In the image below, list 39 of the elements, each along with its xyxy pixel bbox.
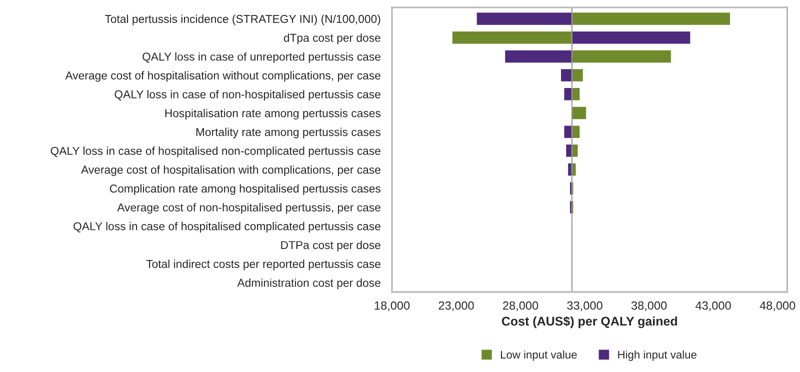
bar (564, 88, 572, 100)
y-tick-label: Administration cost per dose (237, 278, 380, 290)
x-tick-label: 18,000 (374, 301, 410, 312)
bar (566, 144, 572, 157)
x-tick-label: 48,000 (760, 301, 796, 312)
x-tick-label: 28,000 (503, 301, 538, 312)
bar (572, 106, 586, 120)
y-tick-label: QALY loss in case of non-hospitalised pertussis case (114, 90, 380, 101)
bar (476, 12, 572, 25)
x-tick-label: 38,000 (631, 301, 667, 312)
bar (561, 69, 572, 82)
x-axis-title: Cost (AUS$) per QALY gained (502, 316, 677, 328)
legend-label: Low input value (500, 350, 577, 361)
y-tick-label: Complication rate among hospitalised pertussis cases (110, 184, 380, 195)
bar (572, 69, 583, 82)
bar (505, 50, 572, 63)
legend-label: High input value (618, 350, 696, 361)
bar (572, 50, 671, 63)
y-tick-label: Hospitalisation rate among pertussis cases (165, 108, 380, 120)
y-tick-label: dTpa cost per dose (284, 33, 380, 44)
x-tick-label: 23,000 (438, 301, 474, 312)
y-tick-label: Total pertussis incidence (STRATEGY INI) (N/100,000) (104, 14, 380, 26)
y-tick-label: QALY loss in case of hospitalised non-complicated pertussis case (50, 146, 380, 158)
bar (452, 31, 572, 44)
y-tick-label: Total indirect costs per reported pertussis case (146, 260, 380, 270)
bar (572, 126, 580, 138)
y-tick-label: Average cost of non-hospitalised pertussis, per case (117, 203, 380, 214)
bar (572, 12, 730, 25)
y-tick-label: Average cost of hospitalisation without complications, per case (65, 71, 380, 82)
x-tick-label: 33,000 (567, 301, 602, 312)
y-tick-label: QALY loss in case of hospitalised complicated pertussis case (74, 222, 380, 233)
bar (572, 88, 580, 100)
y-tick-label: Mortality rate among pertussis cases (196, 128, 380, 138)
y-tick-label: DTPa cost per dose (281, 240, 380, 252)
y-tick-label: Average cost of hospitalisation with complications, per case (81, 165, 380, 176)
y-tick-label: QALY loss in case of unreported pertussis case (142, 52, 380, 63)
bar (564, 126, 572, 138)
bar (572, 31, 690, 44)
x-tick-label: 43,000 (696, 301, 731, 312)
